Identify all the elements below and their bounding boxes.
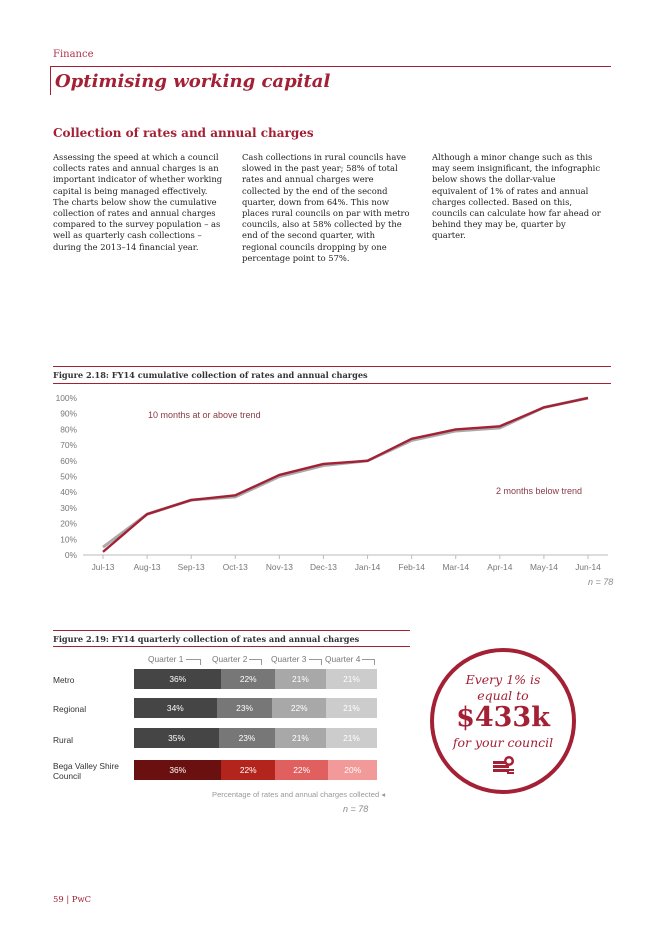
page-footer: 59 | PwC bbox=[53, 894, 92, 904]
figure-2-title: Figure 2.19: FY14 quarterly collection o… bbox=[53, 630, 410, 644]
bar-segment-q1: 36% bbox=[134, 669, 222, 689]
bar-segment-q3: 21% bbox=[274, 669, 326, 689]
quarter-1-label: Quarter 1 bbox=[148, 654, 184, 664]
badge-line-2: equal to bbox=[477, 688, 529, 703]
x-tick-label: Nov-13 bbox=[266, 562, 293, 572]
body-column-1: Assessing the speed at which a council c… bbox=[53, 152, 223, 252]
annotation-below-trend: 2 months below trend bbox=[496, 486, 582, 496]
quarter-3-label: Quarter 3 bbox=[271, 654, 307, 664]
value-infographic-badge: Every 1% is equal to $433k for your coun… bbox=[430, 648, 576, 794]
title-rule bbox=[50, 66, 611, 95]
row-label-regional: Regional bbox=[53, 704, 87, 714]
axis-note: Percentage of rates and annual charges c… bbox=[212, 790, 386, 799]
y-tick-label: 60% bbox=[60, 456, 77, 466]
badge-line-1: Every 1% is bbox=[465, 672, 541, 687]
council-collection-line bbox=[102, 396, 589, 553]
section-label: Finance bbox=[53, 49, 94, 60]
quarter-4-bracket bbox=[362, 659, 375, 665]
money-stack-icon bbox=[493, 756, 514, 774]
bar-segment-q3: 21% bbox=[274, 728, 326, 748]
body-column-2: Cash collections in rural councils have … bbox=[242, 152, 410, 263]
quarter-3-bracket bbox=[309, 659, 322, 665]
bar-segment-q4: 20% bbox=[328, 760, 377, 780]
badge-value: $433k bbox=[456, 702, 550, 733]
y-tick-label: 40% bbox=[60, 487, 77, 497]
y-tick-label: 30% bbox=[60, 503, 77, 513]
bar-segment-q3: 22% bbox=[274, 760, 329, 780]
row-label-rural: Rural bbox=[53, 735, 74, 745]
annotation-above-trend: 10 months at or above trend bbox=[148, 410, 261, 420]
x-tick-label: Jun-14 bbox=[575, 562, 601, 572]
bar-segment-q2: 22% bbox=[221, 669, 275, 689]
bar-segment-q1: 34% bbox=[134, 698, 217, 718]
y-tick-label: 70% bbox=[60, 440, 77, 450]
quarter-4-label: Quarter 4 bbox=[325, 654, 361, 664]
x-tick-label: Jul-13 bbox=[92, 562, 115, 572]
x-tick-label: Apr-14 bbox=[487, 562, 512, 572]
y-tick-label: 20% bbox=[60, 519, 77, 529]
arrow-left-icon: ◂ bbox=[381, 790, 386, 799]
bar-segment-q2: 23% bbox=[219, 728, 275, 748]
page-title: Optimising working capital bbox=[55, 71, 331, 92]
quarter-1-bracket bbox=[186, 659, 201, 665]
x-tick-label: Feb-14 bbox=[398, 562, 425, 572]
quarter-2-label: Quarter 2 bbox=[212, 654, 248, 664]
x-tick-label: Aug-13 bbox=[134, 562, 161, 572]
y-tick-label: 80% bbox=[60, 424, 77, 434]
row-label-metro: Metro bbox=[53, 675, 75, 685]
cumulative-collection-line-chart: 0% 10% 20% 30% 40% 50% 60% 70% 80% 90% 100% Jul-13… bbox=[56, 393, 608, 572]
bar-row-rural: 35% 23% 21% 21% bbox=[134, 728, 377, 748]
bar-row-regional: 34% 23% 22% 21% bbox=[134, 698, 377, 718]
body-column-3: Although a minor change such as this may… bbox=[432, 152, 601, 241]
figure-2-rule bbox=[53, 646, 410, 647]
bar-segment-q3: 22% bbox=[272, 698, 326, 718]
bar-segment-q2: 22% bbox=[221, 760, 275, 780]
bar-segment-q2: 23% bbox=[216, 698, 273, 718]
bar-segment-q1: 36% bbox=[134, 760, 222, 780]
figure-1-rule bbox=[53, 383, 611, 384]
section-subheading: Collection of rates and annual charges bbox=[53, 126, 314, 140]
x-tick-label: Mar-14 bbox=[442, 562, 469, 572]
x-tick-label: Sep-13 bbox=[178, 562, 205, 572]
bar-row-metro: 36% 22% 21% 21% bbox=[134, 669, 377, 689]
figure-1-title: Figure 2.18: FY14 cumulative collection … bbox=[53, 366, 611, 380]
bar-segment-q4: 21% bbox=[325, 728, 377, 748]
bar-segment-q4: 21% bbox=[325, 698, 377, 718]
y-tick-label: 10% bbox=[60, 534, 77, 544]
x-tick-label: Oct-13 bbox=[223, 562, 248, 572]
bar-row-bega-valley: 36% 22% 22% 20% bbox=[134, 760, 377, 780]
x-tick-label: Jan-14 bbox=[355, 562, 381, 572]
quarter-2-bracket bbox=[249, 659, 262, 665]
badge-line-3: for your council bbox=[452, 735, 554, 750]
figure-2-sample-size: n = 78 bbox=[343, 804, 369, 814]
y-tick-label: 50% bbox=[60, 472, 77, 482]
y-tick-label: 90% bbox=[60, 409, 77, 419]
bar-segment-q1: 35% bbox=[134, 728, 220, 748]
y-tick-label: 0% bbox=[65, 550, 78, 560]
figure-1-sample-size: n = 78 bbox=[588, 577, 614, 587]
x-tick-label: Dec-13 bbox=[310, 562, 337, 572]
bar-segment-q4: 21% bbox=[325, 669, 377, 689]
row-label-bega-valley: Bega Valley Shire Council bbox=[53, 761, 119, 781]
x-tick-label: May-14 bbox=[530, 562, 558, 572]
y-tick-label: 100% bbox=[56, 393, 78, 403]
